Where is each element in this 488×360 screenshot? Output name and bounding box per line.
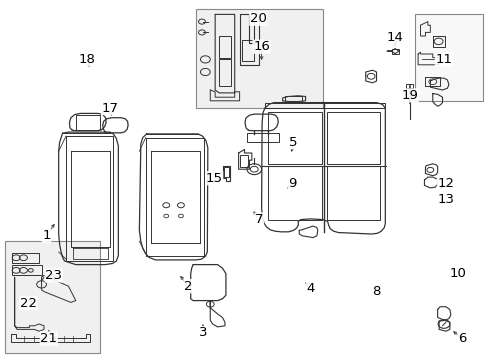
Bar [246,133,278,142]
Text: 1: 1 [42,229,51,242]
Text: 19: 19 [401,89,417,102]
Bar [218,59,231,86]
Text: 23: 23 [45,269,62,282]
Bar [326,112,380,164]
Text: 11: 11 [435,53,451,66]
Text: 4: 4 [305,282,314,294]
Bar [242,40,254,61]
Bar [12,265,41,275]
Text: 7: 7 [254,213,263,226]
Text: 16: 16 [253,40,269,53]
Text: 15: 15 [205,172,222,185]
Bar [406,88,412,93]
Text: 22: 22 [20,297,37,310]
Text: 6: 6 [457,332,466,345]
Bar [218,36,231,58]
Text: 2: 2 [183,280,192,293]
Text: 14: 14 [386,31,403,44]
Bar [267,112,321,164]
Text: 3: 3 [198,327,207,339]
Text: 21: 21 [41,332,57,345]
Bar [414,14,482,101]
Text: 8: 8 [371,285,380,298]
Bar [267,166,321,220]
Bar [12,253,39,263]
Text: 9: 9 [287,177,296,190]
Text: 5: 5 [288,136,297,149]
Text: 18: 18 [79,53,95,66]
Text: 12: 12 [437,177,453,190]
Text: 20: 20 [249,12,266,25]
Bar [239,155,248,167]
Bar [406,84,412,88]
Bar [285,96,302,102]
Bar [195,9,322,108]
Text: 17: 17 [102,102,118,114]
Bar [326,166,380,220]
Bar [224,167,228,177]
Text: 10: 10 [448,267,465,280]
Bar [391,49,398,54]
Bar [5,241,100,353]
Text: 13: 13 [437,193,453,206]
